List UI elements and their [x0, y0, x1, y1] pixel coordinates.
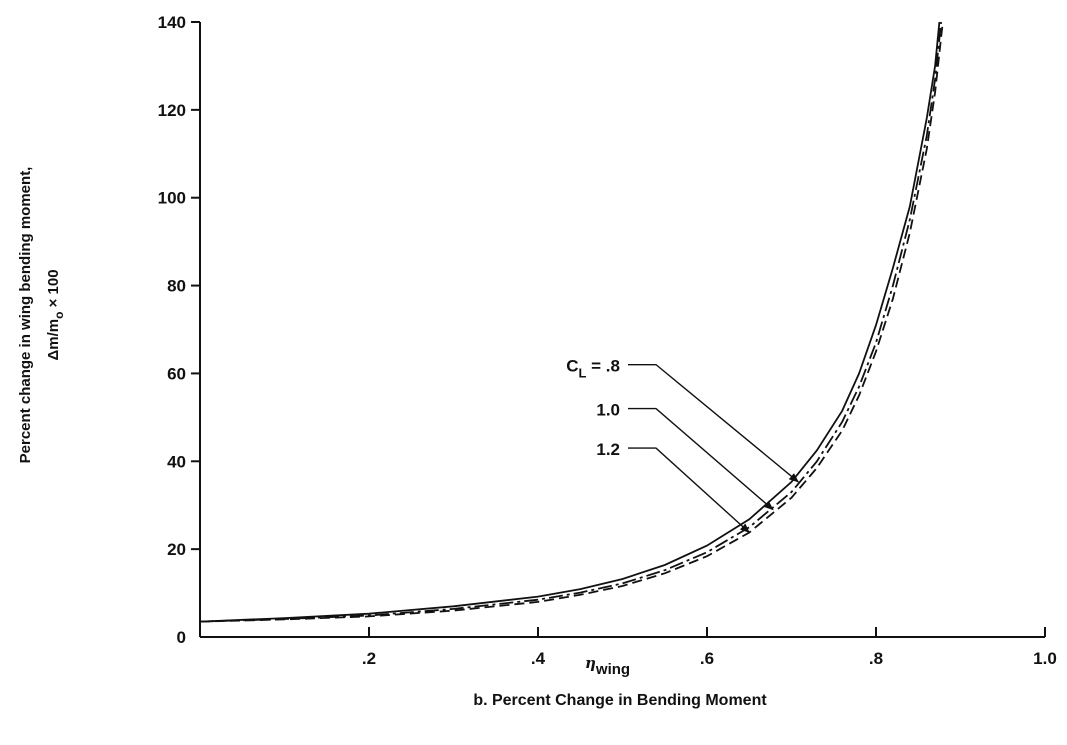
y-tick-label: 120 [158, 101, 186, 120]
y-tick-label: 100 [158, 189, 186, 208]
series-layer [199, 21, 944, 623]
x-tick-label: .6 [700, 649, 714, 668]
y-tick-label: 40 [167, 452, 186, 471]
series-leader-arrow-2 [628, 407, 774, 511]
axes: 0 20 40 60 80 100 120 140 .2 .4 .6 .8 1.0 [158, 13, 1057, 668]
y-tick-label: 60 [167, 364, 186, 383]
series-line-1 [199, 21, 941, 623]
series-line-2 [199, 21, 942, 623]
x-tick-label: .2 [362, 649, 376, 668]
y-tick-label: 80 [167, 277, 186, 296]
y-axis-title-line2: Δm/mo × 100 [45, 269, 66, 360]
x-tick-label: .8 [869, 649, 883, 668]
y-tick-label: 20 [167, 540, 186, 559]
y-tick-label: 140 [158, 13, 186, 32]
series-label-1: CL = .8 [566, 357, 620, 381]
x-tick-label: .4 [531, 649, 546, 668]
series-label-2: 1.0 [596, 401, 620, 420]
annotation-layer: CL = .8 1.0 1.2 [566, 357, 800, 534]
figure-caption: b. Percent Change in Bending Moment [473, 692, 767, 709]
series-leader-arrow-3 [628, 447, 751, 534]
series-label-3: 1.2 [596, 440, 620, 459]
series-line-3 [199, 21, 944, 623]
y-axis-title-line1: Percent change in wing bending moment, [17, 167, 34, 464]
series-leader-arrow-1 [628, 363, 800, 483]
x-tick-label: 1.0 [1033, 649, 1057, 668]
x-axis-title: ηwing [585, 654, 630, 678]
y-tick-label: 0 [177, 628, 186, 647]
